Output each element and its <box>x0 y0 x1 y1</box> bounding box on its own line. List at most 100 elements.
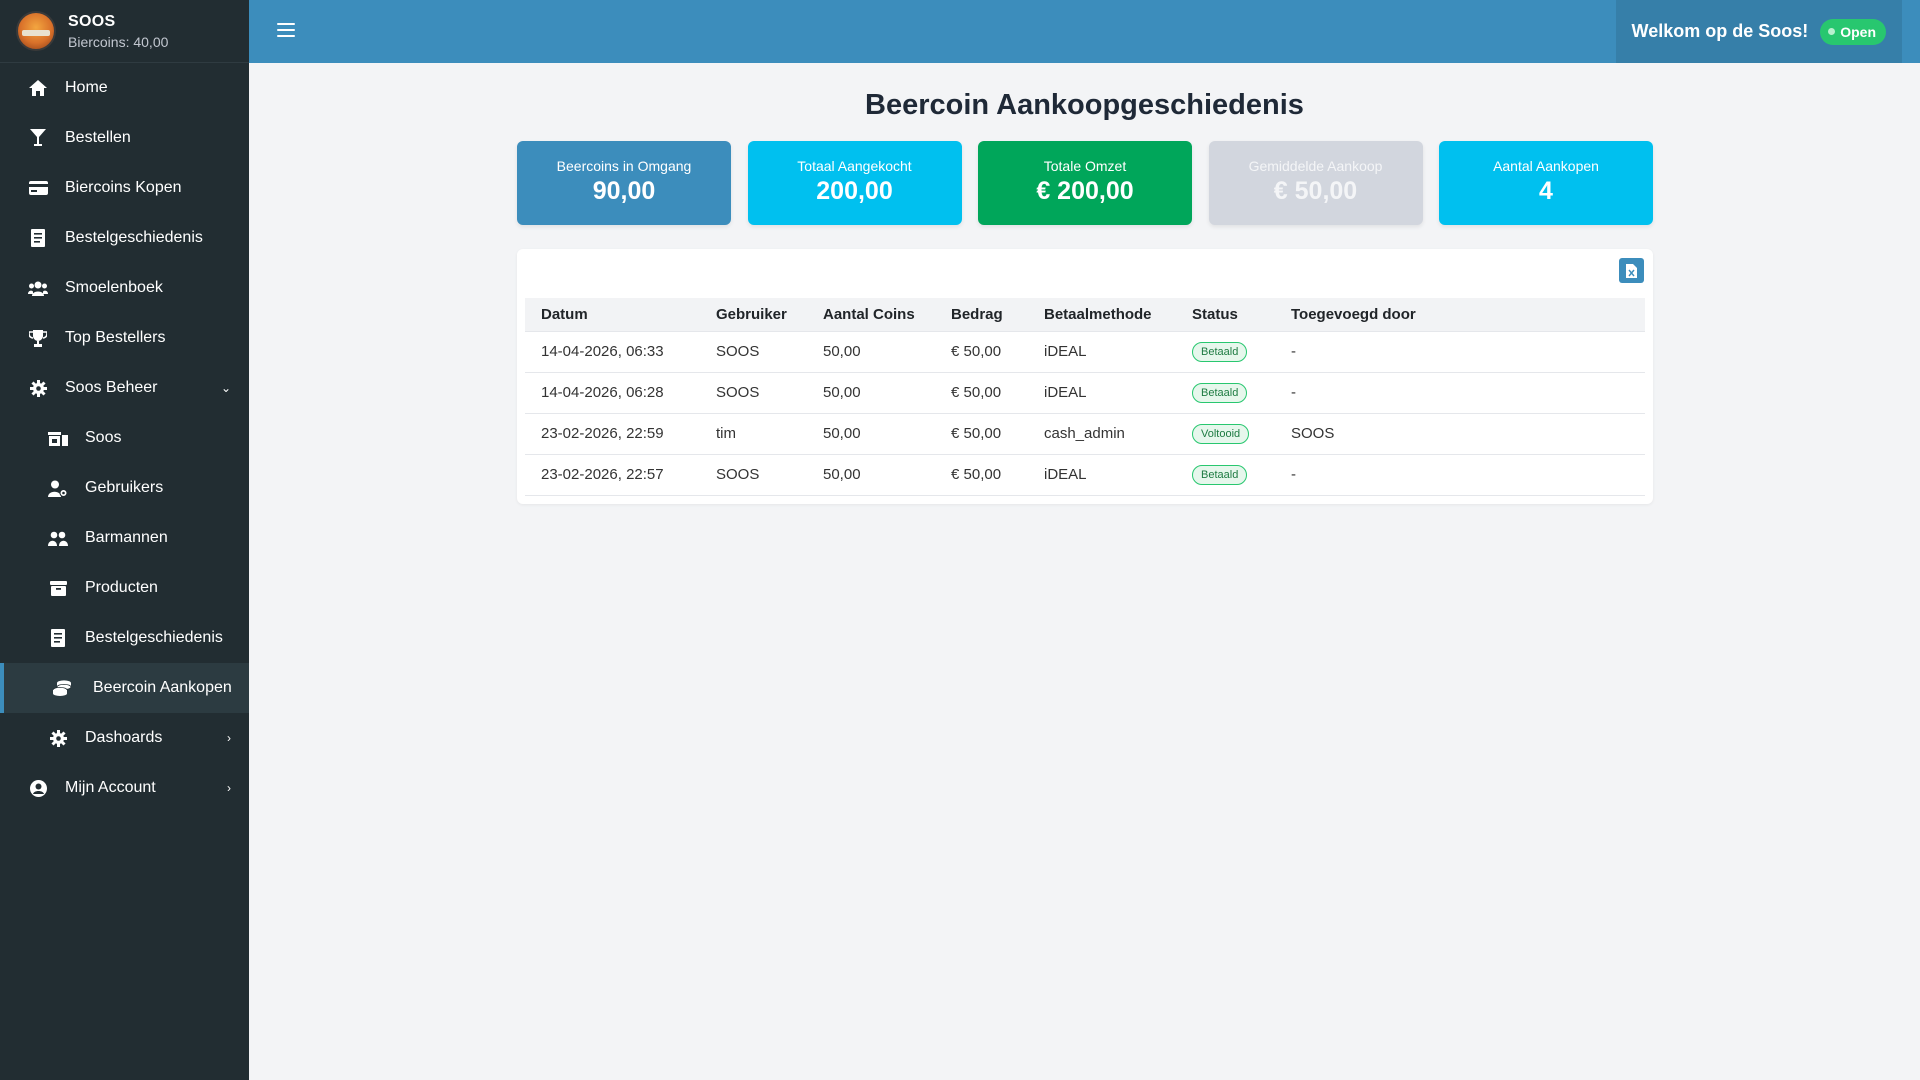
sidebar-item-bestellen[interactable]: Bestellen <box>0 113 249 163</box>
status-badge: Betaald <box>1192 464 1248 485</box>
column-header[interactable]: Status <box>1192 305 1238 323</box>
page-title: Beercoin Aankoopgeschiedenis <box>865 89 1304 121</box>
sidebar-item-top-bestellers[interactable]: Top Bestellers <box>0 313 249 363</box>
trophy-icon <box>27 328 49 348</box>
sidebar-item-label: Top Bestellers <box>65 329 166 346</box>
cell-bedrag: € 50,00 <box>935 453 1028 496</box>
sidebar-item-label: Barmannen <box>85 529 168 546</box>
home-icon <box>27 78 49 98</box>
sidebar-item-label: Bestelgeschiedenis <box>85 629 223 646</box>
purchases-card: Datum Gebruiker Aantal Coins Bedrag Beta… <box>517 249 1653 504</box>
chevron-down-icon: ⌄ <box>220 381 231 395</box>
cell-toegevoegd-door: - <box>1275 453 1645 496</box>
sidebar-item-home[interactable]: Home <box>0 63 249 113</box>
main-content: Beercoin Aankoopgeschiedenis Beercoins i… <box>249 63 1920 1080</box>
column-header[interactable]: Toegevoegd door <box>1291 305 1416 323</box>
user-circle-icon <box>27 778 49 798</box>
sidebar-item-soos[interactable]: Soos <box>0 413 249 463</box>
export-excel-button[interactable] <box>1619 258 1644 283</box>
cell-datum: 23-02-2026, 22:57 <box>525 453 700 496</box>
topbar: Welkom op de Soos! Open <box>249 0 1920 63</box>
welcome-panel: Welkom op de Soos! Open <box>1615 0 1902 63</box>
cell-aantal-coins: 50,00 <box>807 412 935 454</box>
stat-value: 4 <box>1539 177 1553 205</box>
sidebar-item-label: Mijn Account <box>65 779 156 796</box>
column-header[interactable]: Bedrag <box>951 305 1003 323</box>
sidebar-item-label: Bestellen <box>65 129 131 146</box>
gear-icon <box>27 378 49 398</box>
stat-label: Totale Omzet <box>1043 158 1127 174</box>
sidebar-item-soos-beheer[interactable]: Soos Beheer ⌄ <box>0 363 249 413</box>
sidebar-item-label: Biercoins Kopen <box>65 179 182 196</box>
column-header[interactable]: Aantal Coins <box>823 305 915 323</box>
sidebar-item-biercoins-kopen[interactable]: Biercoins Kopen <box>0 163 249 213</box>
cell-gebruiker: SOOS <box>700 453 807 496</box>
sidebar-item-barmannen[interactable]: Barmannen <box>0 513 249 563</box>
column-header[interactable]: Datum <box>541 305 588 323</box>
sidebar-item-label: Gebruikers <box>85 479 164 496</box>
receipt-icon <box>27 228 49 248</box>
cell-datum: 14-04-2026, 06:28 <box>525 371 700 413</box>
column-header[interactable]: Gebruiker <box>716 305 787 323</box>
sidebar-item-label: Home <box>65 79 108 96</box>
cell-status: Betaald <box>1176 371 1275 413</box>
sidebar-item-smoelenboek[interactable]: Smoelenboek <box>0 263 249 313</box>
chevron-right-icon: › <box>227 731 231 745</box>
cell-toegevoegd-door: - <box>1275 371 1645 413</box>
status-dot-icon <box>1828 28 1836 35</box>
cell-toegevoegd-door: - <box>1275 330 1645 372</box>
receipt-icon <box>47 628 69 648</box>
stat-card-beercoins-in-omgang: Beercoins in Omgang 90,00 <box>517 141 731 225</box>
stat-label: Beercoins in Omgang <box>556 158 692 174</box>
cell-betaalmethode: iDEAL <box>1028 453 1176 496</box>
sidebar-item-label: Soos Beheer <box>65 379 158 396</box>
cell-status: Betaald <box>1176 453 1275 496</box>
user-gear-icon <box>47 478 69 498</box>
cell-aantal-coins: 50,00 <box>807 453 935 496</box>
cell-bedrag: € 50,00 <box>935 330 1028 372</box>
status-badge: Open <box>1820 18 1886 45</box>
status-badge: Betaald <box>1192 382 1248 403</box>
sidebar-item-label: Producten <box>85 579 158 596</box>
cell-gebruiker: tim <box>700 412 807 454</box>
stat-label: Totaal Aangekocht <box>797 158 912 174</box>
menu-toggle-icon[interactable] <box>277 23 295 37</box>
table-header-row: Datum Gebruiker Aantal Coins Bedrag Beta… <box>525 298 1645 331</box>
cell-status: Betaald <box>1176 330 1275 372</box>
excel-file-icon <box>1626 263 1637 278</box>
sidebar-item-gebruikers[interactable]: Gebruikers <box>0 463 249 513</box>
barmen-icon <box>47 528 69 548</box>
stat-card-aantal-aankopen: Aantal Aankopen 4 <box>1439 141 1653 225</box>
stat-value: 200,00 <box>816 177 893 205</box>
sidebar-item-producten[interactable]: Producten <box>0 563 249 613</box>
users-icon <box>27 278 49 298</box>
sidebar-item-beercoin-aankopen[interactable]: Beercoin Aankopen <box>0 663 249 713</box>
sidebar-item-label: Smoelenboek <box>65 279 163 296</box>
cell-status: Voltooid <box>1176 412 1275 454</box>
credit-card-icon <box>27 178 49 198</box>
sidebar-item-mijn-account[interactable]: Mijn Account › <box>0 763 249 813</box>
stat-label: Aantal Aankopen <box>1493 158 1599 174</box>
cell-betaalmethode: cash_admin <box>1028 412 1176 454</box>
sidebar-item-beheer-bestelgeschiedenis[interactable]: Bestelgeschiedenis <box>0 613 249 663</box>
sidebar: SOOS Biercoins: 40,00 Home Bestellen Bie… <box>0 0 249 1080</box>
sidebar-item-bestelgeschiedenis[interactable]: Bestelgeschiedenis <box>0 213 249 263</box>
cell-gebruiker: SOOS <box>700 371 807 413</box>
sidebar-item-dashboards[interactable]: Dashoards › <box>0 713 249 763</box>
stat-card-totale-omzet: Totale Omzet € 200,00 <box>978 141 1192 225</box>
cell-toegevoegd-door: SOOS <box>1275 412 1645 454</box>
column-header[interactable]: Betaalmethode <box>1044 305 1152 323</box>
sidebar-item-label: Beercoin Aankopen <box>93 679 232 696</box>
sidebar-item-label: Soos <box>85 429 122 446</box>
status-badge: Betaald <box>1192 341 1248 362</box>
cell-bedrag: € 50,00 <box>935 371 1028 413</box>
sidebar-item-label: Bestelgeschiedenis <box>65 229 203 246</box>
purchases-table: Datum Gebruiker Aantal Coins Bedrag Beta… <box>525 298 1645 496</box>
cell-bedrag: € 50,00 <box>935 412 1028 454</box>
brand[interactable]: SOOS Biercoins: 40,00 <box>0 0 249 63</box>
brand-name: SOOS <box>68 12 116 30</box>
stat-card-gemiddelde-aankoop: Gemiddelde Aankoop € 50,00 <box>1208 141 1423 225</box>
table-row: 14-04-2026, 06:33 SOOS 50,00 € 50,00 iDE… <box>525 330 1645 372</box>
coins-icon <box>51 678 73 698</box>
gear-icon <box>47 728 69 748</box>
